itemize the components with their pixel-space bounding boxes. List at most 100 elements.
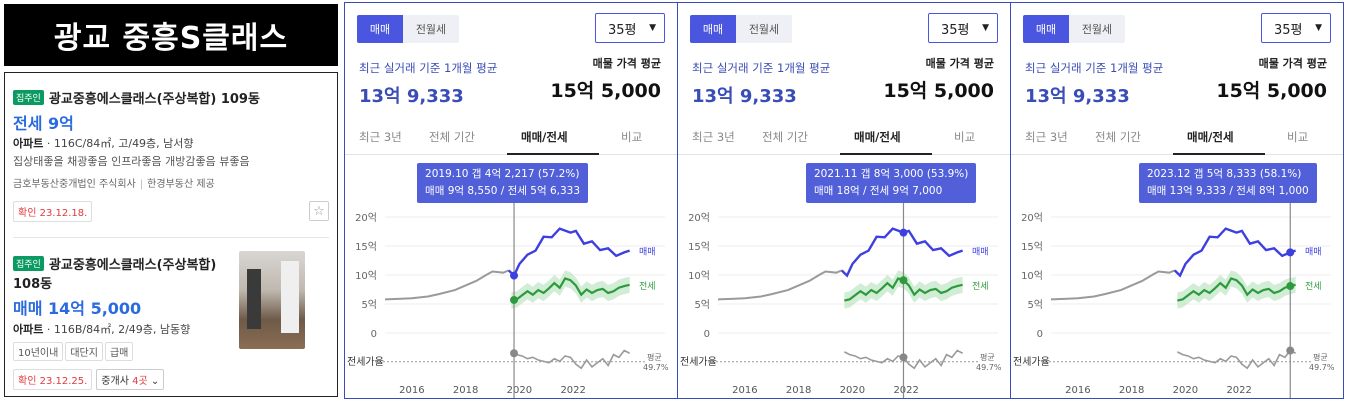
ratio-label: 전세가율: [680, 356, 717, 368]
x-tick-label: 2022: [1226, 385, 1251, 396]
listing-agent: 금호부동산중개법인 주식회사 | 한경부동산 제공: [13, 179, 215, 190]
y-tick-label: 15억: [688, 241, 710, 253]
chart-tabs: 최근 3년 전체 기간 매매/전세 비교: [1011, 121, 1343, 155]
y-tick-label: 0: [371, 329, 377, 340]
sale-series-line: [1173, 227, 1296, 278]
size-select[interactable]: 35평 ▼: [1261, 13, 1331, 43]
tab-1[interactable]: 전체 기간: [762, 130, 808, 144]
active-tab-indicator: [1173, 153, 1265, 155]
series-label-lease: 전세: [639, 281, 656, 292]
tab-0[interactable]: 최근 3년: [1025, 130, 1068, 144]
ratio-label: 전세가율: [347, 356, 384, 368]
cursor-marker-lease: [1286, 282, 1295, 291]
series-label-sale: 매매: [639, 247, 656, 258]
listing-name[interactable]: 광교중흥에스클래스(주상복합) 109동: [48, 92, 260, 107]
agents-button[interactable]: 중개사 4곳 ⌄: [96, 369, 165, 390]
lease-range-band: [844, 270, 963, 309]
recent-avg-value: 13억 9,333: [1025, 86, 1130, 107]
ask-avg-value: 15억 5,000: [550, 80, 661, 102]
tab-0[interactable]: 최근 3년: [692, 130, 735, 144]
dropdown-icon: ▼: [649, 23, 656, 33]
x-tick-label: 2016: [399, 385, 424, 396]
y-tick-label: 20억: [1021, 212, 1043, 224]
y-tick-label: 0: [1037, 329, 1043, 340]
ratio-avg-label: 평균: [1313, 352, 1328, 362]
y-tick-label: 15억: [355, 241, 377, 253]
listing-name-line2[interactable]: 108동: [13, 277, 53, 292]
page-title: 광교 중흥S클래스: [4, 4, 338, 66]
tab-1[interactable]: 전체 기간: [429, 130, 475, 144]
ask-avg-label: 매물 가격 평균: [1258, 57, 1327, 70]
tab-2[interactable]: 매매/전세: [521, 130, 568, 144]
recent-avg-value: 13억 9,333: [692, 86, 797, 107]
y-tick-label: 20억: [688, 212, 710, 224]
series-label-lease: 전세: [972, 281, 989, 292]
toggle-lease[interactable]: 전월세: [736, 15, 792, 43]
toggle-lease[interactable]: 전월세: [1069, 15, 1125, 43]
dropdown-icon: ▼: [1315, 23, 1322, 33]
size-select[interactable]: 35평 ▼: [595, 13, 665, 43]
tab-1[interactable]: 전체 기간: [1095, 130, 1141, 144]
listing-item[interactable]: 집주인 광교중흥에스클래스(주상복합) 109동 전세 9억 아파트 · 116…: [5, 73, 337, 233]
tag: 10년이내: [13, 342, 64, 361]
listing-spec: 아파트 · 116C/84㎡, 고/49층, 남서향: [13, 137, 194, 150]
cursor-marker-lease: [899, 276, 908, 285]
deal-type-toggle: 매매 전월세: [1023, 15, 1125, 43]
cursor-marker-ratio: [510, 349, 519, 358]
toggle-sale[interactable]: 매매: [690, 15, 736, 43]
ratio-series-line: [510, 349, 630, 370]
x-tick-label: 2016: [732, 385, 757, 396]
toggle-sale[interactable]: 매매: [1023, 15, 1069, 43]
lease-range-band: [1177, 270, 1296, 309]
tag: 급매: [104, 342, 134, 361]
toggle-sale[interactable]: 매매: [357, 15, 403, 43]
y-tick-label: 10억: [688, 270, 710, 282]
x-tick-label: 2018: [1119, 385, 1144, 396]
deal-type-toggle: 매매 전월세: [690, 15, 792, 43]
tab-0[interactable]: 최근 3년: [359, 130, 402, 144]
size-select[interactable]: 35평 ▼: [928, 13, 998, 43]
chart-tabs: 최근 3년 전체 기간 매매/전세 비교: [678, 121, 1010, 155]
sale-history-line: [384, 269, 510, 301]
listing-name[interactable]: 광교중흥에스클래스(주상복합): [48, 258, 217, 273]
toggle-lease[interactable]: 전월세: [403, 15, 459, 43]
x-tick-label: 2020: [1173, 385, 1198, 396]
recent-avg-label: 최근 실거래 기준 1개월 평균: [1025, 61, 1164, 75]
cursor-marker-ratio: [899, 353, 908, 362]
recent-avg-label: 최근 실거래 기준 1개월 평균: [359, 61, 498, 75]
series-label-sale: 매매: [972, 247, 989, 258]
y-tick-label: 5억: [1027, 299, 1043, 311]
tab-3[interactable]: 비교: [954, 130, 976, 144]
cursor-marker-lease: [510, 295, 519, 304]
sale-series-line: [507, 227, 630, 278]
tab-3[interactable]: 비교: [1287, 130, 1309, 144]
chart-tabs: 최근 3년 전체 기간 매매/전세 비교: [345, 121, 677, 155]
listing-photo[interactable]: [239, 251, 305, 349]
recent-avg-value: 13억 9,333: [359, 86, 464, 107]
star-icon[interactable]: ☆: [309, 201, 329, 221]
y-tick-label: 10억: [1021, 270, 1043, 282]
owner-badge: 집주인: [13, 90, 44, 105]
ask-avg-value: 15억 5,000: [1216, 80, 1327, 102]
listing-item[interactable]: 집주인 광교중흥에스클래스(주상복합) 108동 매매 14억 5,000 아파…: [5, 239, 337, 396]
divider: [13, 237, 329, 238]
tab-3[interactable]: 비교: [621, 130, 643, 144]
active-tab-indicator: [840, 153, 932, 155]
ask-avg-label: 매물 가격 평균: [592, 57, 661, 70]
x-tick-label: 2018: [453, 385, 478, 396]
series-label-lease: 전세: [1305, 281, 1322, 292]
tab-2[interactable]: 매매/전세: [1187, 130, 1234, 144]
recent-avg-label: 최근 실거래 기준 1개월 평균: [692, 61, 831, 75]
x-tick-label: 2022: [893, 385, 918, 396]
y-tick-label: 5억: [694, 299, 710, 311]
price-chart-panel: 매매 전월세 35평 ▼ 최근 실거래 기준 1개월 평균 매물 가격 평균 13…: [677, 2, 1011, 399]
tab-2[interactable]: 매매/전세: [854, 130, 901, 144]
confirm-date: 확인 23.12.25.: [13, 369, 93, 390]
ask-avg-label: 매물 가격 평균: [925, 57, 994, 70]
chart-tooltip: 2019.10 갭 4억 2,217 (57.2%) 매매 9억 8,550 /…: [417, 163, 589, 203]
cursor-marker-ratio: [1286, 346, 1295, 355]
cursor-marker-sale: [1286, 248, 1295, 257]
